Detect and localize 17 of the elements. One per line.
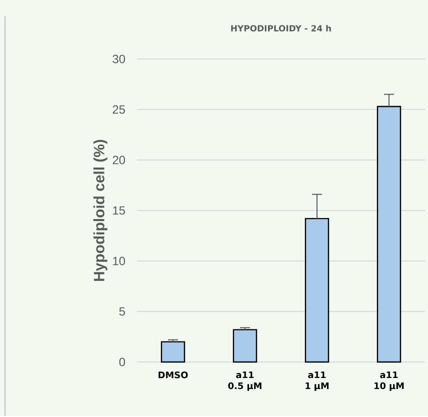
bar bbox=[376, 106, 402, 363]
y-tick-label: 10 bbox=[113, 256, 126, 266]
y-tick-label: 0 bbox=[119, 358, 126, 366]
y-tick-label: 30 bbox=[112, 54, 126, 64]
y-axis-title: Hypodiploid cell (%) bbox=[93, 140, 108, 281]
x-tick-label: a11 0.5 µM bbox=[228, 372, 262, 391]
y-tick-label: 20 bbox=[112, 156, 126, 164]
bar bbox=[232, 329, 258, 363]
bar bbox=[160, 341, 186, 363]
y-tick-label: 25 bbox=[112, 105, 125, 114]
x-tick-label: a11 1 µM bbox=[306, 372, 329, 391]
bar bbox=[304, 218, 330, 363]
y-tick-label: 15 bbox=[113, 206, 125, 215]
x-tick-label: a11 10 µM bbox=[374, 372, 404, 391]
y-tick-label: 5 bbox=[119, 307, 125, 316]
chart-title: HYPODIPLOIDY - 24 h bbox=[231, 24, 331, 32]
x-tick-label: DMSO bbox=[158, 372, 188, 378]
